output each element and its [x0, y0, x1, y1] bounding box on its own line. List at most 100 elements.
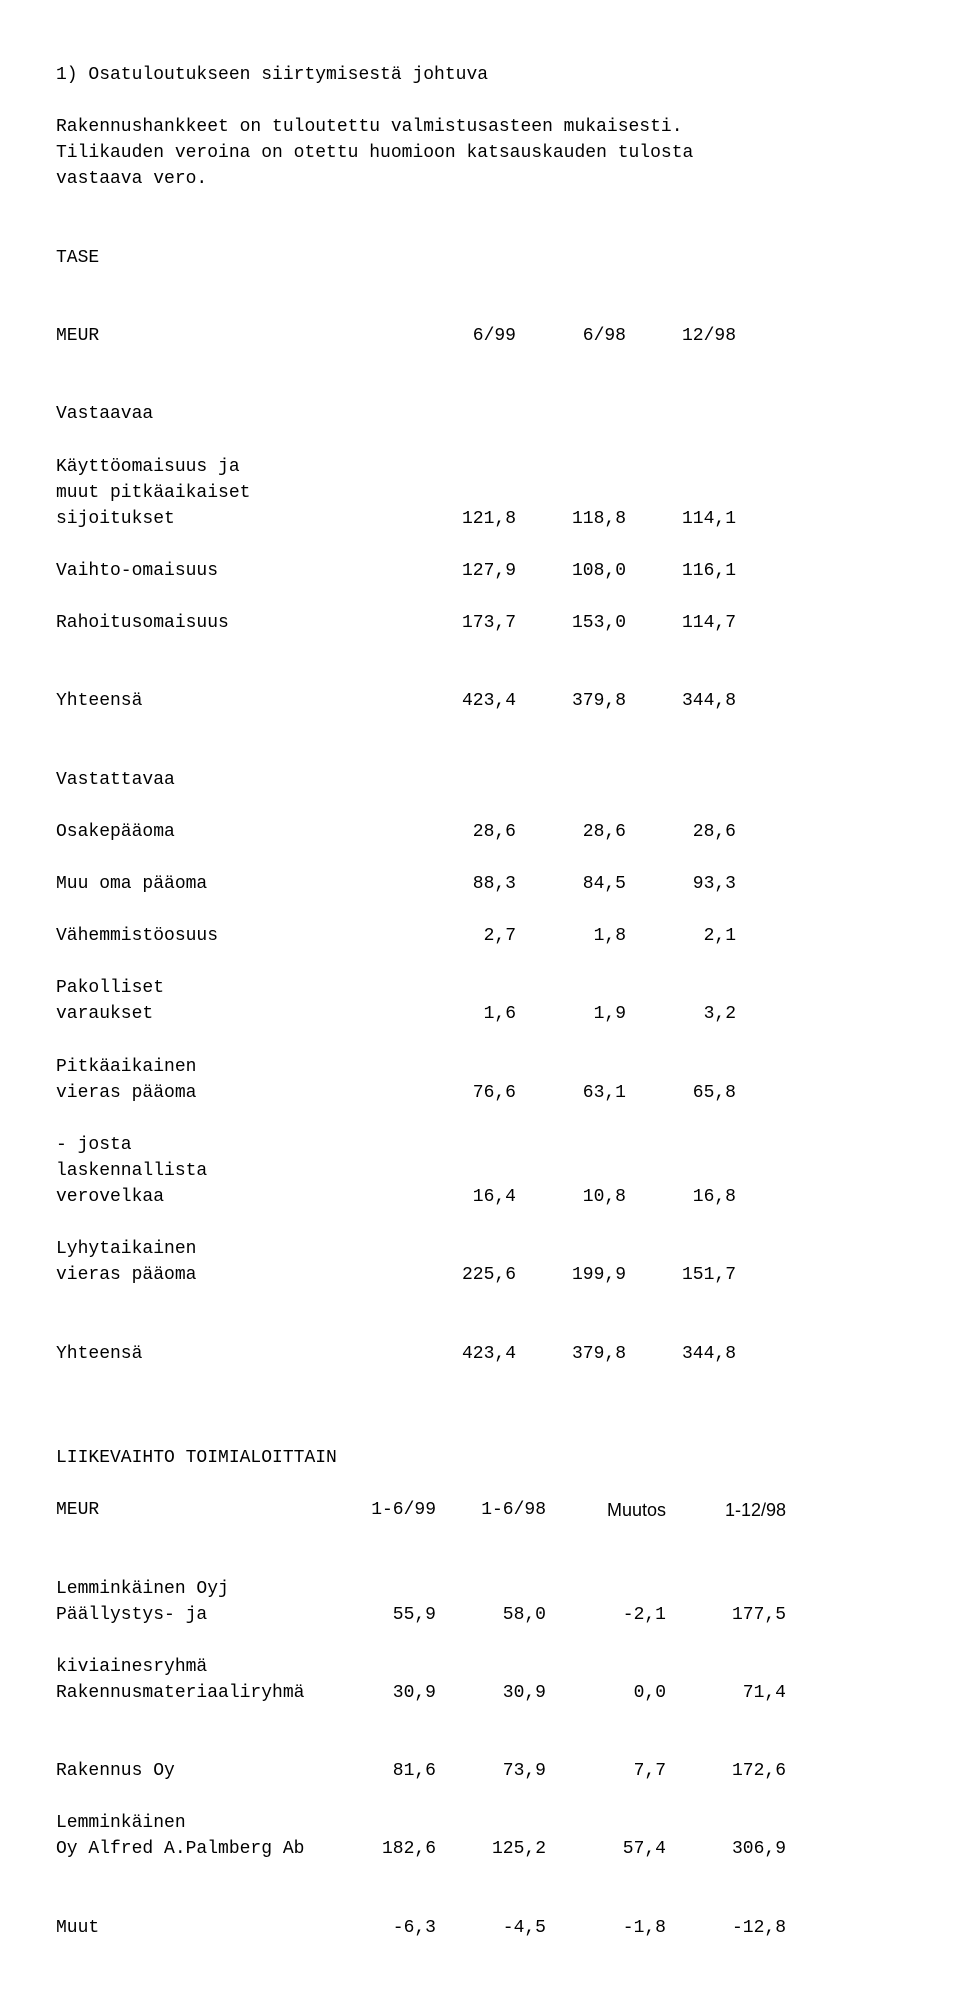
cell: 118,8	[516, 506, 626, 532]
cell: 423,4	[256, 688, 516, 714]
cell: 125,2	[436, 1836, 546, 1862]
table-row-label: Osakepääoma	[56, 819, 256, 845]
cell: 3,2	[626, 1001, 736, 1027]
cell: 379,8	[516, 1341, 626, 1367]
document-page: 1) Osatuloutukseen siirtymisestä johtuva…	[0, 0, 960, 2007]
table-row-label: Muu oma pääoma	[56, 871, 256, 897]
total-label: Yhteensä	[56, 688, 256, 714]
col-muutos: Muutos	[546, 1497, 666, 1523]
table-row-label: Lemminkäinen Oyj	[56, 1579, 229, 1599]
cell: -4,5	[436, 1915, 546, 1941]
footnote-lead: 1) Osatuloutukseen siirtymisestä johtuva	[56, 65, 488, 85]
cell: 151,7	[626, 1262, 736, 1288]
col-6-98: 6/98	[516, 323, 626, 349]
col-1-6-98: 1-6/98	[436, 1497, 546, 1523]
cell: 423,4	[256, 1341, 516, 1367]
liikevaihto-header-row: MEUR1-6/991-6/98Muutos1-12/98	[56, 1497, 904, 1523]
table-row-label: Vähemmistöosuus	[56, 923, 256, 949]
cell: 7,7	[546, 1758, 666, 1784]
cell: 177,5	[666, 1602, 786, 1628]
liikevaihto-title: LIIKEVAIHTO TOIMIALOITTAIN	[56, 1448, 337, 1468]
cell: 344,8	[626, 1341, 736, 1367]
cell: 81,6	[336, 1758, 436, 1784]
cell: 93,3	[626, 871, 736, 897]
table-row-label: laskennallista	[56, 1161, 207, 1181]
cell: 71,4	[666, 1680, 786, 1706]
cell: 225,6	[256, 1262, 516, 1288]
table-row-label: Pakolliset	[56, 978, 164, 998]
table-row-label: Pitkäaikainen	[56, 1057, 196, 1077]
vastaavaa-title: Vastaavaa	[56, 404, 153, 424]
cell: 1,8	[516, 923, 626, 949]
table-row: Muut-6,3-4,5-1,8-12,8	[56, 1915, 904, 1941]
cell: 16,8	[626, 1184, 736, 1210]
cell: 153,0	[516, 610, 626, 636]
table-row: varaukset1,61,93,2	[56, 1001, 904, 1027]
table-row: Muu oma pääoma88,384,593,3	[56, 871, 904, 897]
cell: 28,6	[626, 819, 736, 845]
cell: 58,0	[436, 1602, 546, 1628]
table-row-label: Muut	[56, 1915, 336, 1941]
table-row-label: Oy Alfred A.Palmberg Ab	[56, 1836, 336, 1862]
tase-title: TASE	[56, 248, 99, 268]
table-row: Päällystys- ja55,958,0-2,1177,5	[56, 1602, 904, 1628]
total-label: Yhteensä	[56, 1341, 256, 1367]
table-row: verovelkaa16,410,816,8	[56, 1184, 904, 1210]
table-row-label: Rakennusmateriaaliryhmä	[56, 1680, 336, 1706]
table-row: Rakennusmateriaaliryhmä30,930,90,071,4	[56, 1680, 904, 1706]
cell: 63,1	[516, 1080, 626, 1106]
cell: 116,1	[626, 558, 736, 584]
table-row-label: Käyttöomaisuus ja	[56, 457, 240, 477]
table-row-label: - josta	[56, 1135, 132, 1155]
cell: 199,9	[516, 1262, 626, 1288]
table-total-row: Yhteensä423,4379,8344,8	[56, 688, 904, 714]
table-row-label: verovelkaa	[56, 1184, 256, 1210]
cell: 65,8	[626, 1080, 736, 1106]
cell: 28,6	[516, 819, 626, 845]
table-row: vieras pääoma225,6199,9151,7	[56, 1262, 904, 1288]
cell: 30,9	[336, 1680, 436, 1706]
cell: 344,8	[626, 688, 736, 714]
cell: -6,3	[336, 1915, 436, 1941]
table-row: Rahoitusomaisuus173,7153,0114,7	[56, 610, 904, 636]
table-total-row: Yhteensä423,4379,8344,8	[56, 1341, 904, 1367]
col-1-12-98: 1-12/98	[666, 1497, 786, 1523]
table-row-label: Päällystys- ja	[56, 1602, 336, 1628]
col-1-6-99: 1-6/99	[336, 1497, 436, 1523]
table-row: Oy Alfred A.Palmberg Ab182,6125,257,4306…	[56, 1836, 904, 1862]
table-row-label: Rahoitusomaisuus	[56, 610, 256, 636]
cell: 127,9	[256, 558, 516, 584]
table-row-label: varaukset	[56, 1001, 256, 1027]
cell: 30,9	[436, 1680, 546, 1706]
cell: 84,5	[516, 871, 626, 897]
tase-header-row: MEUR6/996/9812/98	[56, 323, 904, 349]
cell: 1,6	[256, 1001, 516, 1027]
cell: 16,4	[256, 1184, 516, 1210]
table-row: Vaihto-omaisuus127,9108,0116,1	[56, 558, 904, 584]
cell: 0,0	[546, 1680, 666, 1706]
cell: 1,9	[516, 1001, 626, 1027]
footnote-body-3: vastaava vero.	[56, 169, 207, 189]
col-12-98: 12/98	[626, 323, 736, 349]
cell: 55,9	[336, 1602, 436, 1628]
cell: 10,8	[516, 1184, 626, 1210]
cell: 172,6	[666, 1758, 786, 1784]
cell: -1,8	[546, 1915, 666, 1941]
cell: 173,7	[256, 610, 516, 636]
table-row: vieras pääoma76,663,165,8	[56, 1080, 904, 1106]
cell: -2,1	[546, 1602, 666, 1628]
table-row-label: kiviainesryhmä	[56, 1657, 207, 1677]
cell: 114,1	[626, 506, 736, 532]
cell: 114,7	[626, 610, 736, 636]
table-row: Vähemmistöosuus2,71,82,1	[56, 923, 904, 949]
table-row-label: vieras pääoma	[56, 1080, 256, 1106]
cell: 57,4	[546, 1836, 666, 1862]
col-6-99: 6/99	[256, 323, 516, 349]
table-row-label: Vaihto-omaisuus	[56, 558, 256, 584]
footnote-body-1: Rakennushankkeet on tuloutettu valmistus…	[56, 117, 683, 137]
table-row-label: sijoitukset	[56, 506, 256, 532]
col-meur: MEUR	[56, 323, 256, 349]
table-row-label: Lyhytaikainen	[56, 1239, 196, 1259]
cell: 73,9	[436, 1758, 546, 1784]
footnote-body-2: Tilikauden veroina on otettu huomioon ka…	[56, 143, 693, 163]
